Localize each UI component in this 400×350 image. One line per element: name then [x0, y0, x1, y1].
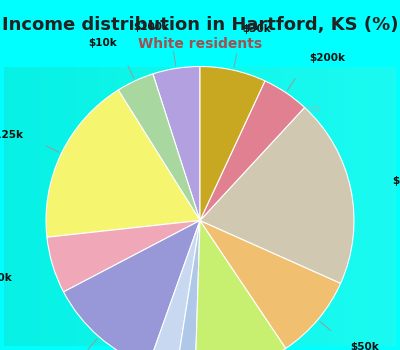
- Wedge shape: [200, 220, 341, 348]
- Text: $30k: $30k: [242, 24, 271, 34]
- Wedge shape: [64, 220, 200, 350]
- Wedge shape: [195, 220, 286, 350]
- Wedge shape: [46, 90, 200, 237]
- Text: $125k: $125k: [0, 130, 24, 140]
- Text: City-Data.com: City-Data.com: [251, 104, 321, 113]
- Text: Income distribution in Hartford, KS (%): Income distribution in Hartford, KS (%): [2, 16, 398, 34]
- Text: $20k: $20k: [0, 273, 12, 282]
- Wedge shape: [47, 220, 200, 292]
- Wedge shape: [176, 220, 200, 350]
- Text: $10k: $10k: [88, 38, 117, 48]
- Text: $100k: $100k: [134, 22, 170, 32]
- Wedge shape: [200, 81, 304, 220]
- Text: $50k: $50k: [350, 342, 379, 350]
- Wedge shape: [200, 66, 265, 220]
- Wedge shape: [118, 74, 200, 220]
- Wedge shape: [153, 66, 200, 220]
- Wedge shape: [200, 107, 354, 283]
- Text: $40k: $40k: [392, 176, 400, 186]
- Wedge shape: [148, 220, 200, 350]
- Text: $200k: $200k: [309, 53, 345, 63]
- Text: White residents: White residents: [138, 37, 262, 51]
